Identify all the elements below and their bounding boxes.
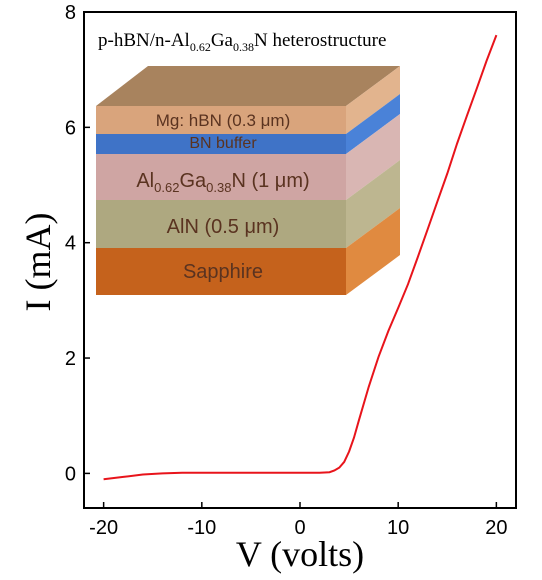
layer-label-aln: AlN (0.5 μm) [167,216,280,238]
y-tick-label: 2 [65,348,76,370]
layer-side-face [346,94,400,154]
x-axis-title: V (volts) [236,534,364,574]
inset-layer-stack: Mg: hBN (0.3 μm) BN buffer Al0.62Ga0.38N… [96,66,400,295]
x-tick-label: 0 [294,517,305,539]
layer-side-face [346,66,400,134]
y-tick-label: 8 [65,2,76,24]
inset-title: p-hBN/n-Al0.62Ga0.38N heterostructure [98,30,386,54]
layer-label-sapphire: Sapphire [183,261,263,283]
y-tick-label: 4 [65,233,76,255]
layer-front-face [96,154,346,200]
layer-label-mg-hbn: Mg: hBN (0.3 μm) [156,111,291,130]
layer-label-algan: Al0.62Ga0.38N (1 μm) [136,170,309,195]
layer-front-face [96,106,346,134]
x-tick-label: 20 [485,517,507,539]
layer-label-bn-buffer: BN buffer [189,135,257,152]
layer-front-face [96,200,346,248]
y-tick-label: 0 [65,463,76,485]
x-tick-label: -20 [89,517,118,539]
layer-front-face [96,248,346,295]
layer-side-face [346,160,400,248]
iv-curve-line [103,34,498,481]
axis-ticks: -20 -10 0 10 20 0 2 4 6 8 [65,2,508,539]
y-axis-title: I (mA) [18,213,58,312]
layer-side-face [346,114,400,200]
layer-front-face [96,134,346,154]
y-tick-label: 6 [65,117,76,139]
stack-top-face [96,66,400,106]
x-tick-label: -10 [187,517,216,539]
layer-side-face [346,208,400,295]
x-tick-label: 10 [387,517,409,539]
